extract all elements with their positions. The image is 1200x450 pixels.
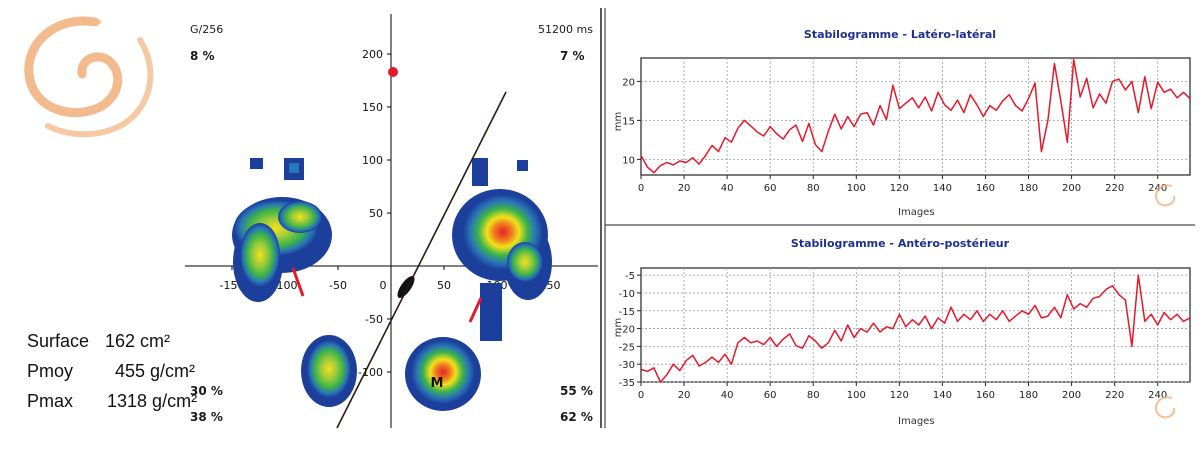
gain-label: G/256 — [190, 23, 224, 36]
right-toe-blob — [517, 160, 528, 171]
x-tick-label: 140 — [933, 183, 952, 194]
surface-stat: Surface 162 cm² — [17, 310, 170, 352]
center-of-pressure-ellipse — [397, 275, 415, 299]
x-tick-label: 120 — [890, 390, 909, 401]
x-tick-label: 200 — [1062, 390, 1081, 401]
quadrant-bottom-right-lower-pct: 62 % — [560, 410, 593, 424]
x-tick-label: 180 — [1019, 183, 1038, 194]
x-tick-label: 160 — [976, 183, 995, 194]
foot-map-y-tick-label: -50 — [365, 313, 383, 326]
pmoy-stat: Pmoy 455 g/cm² — [17, 340, 195, 382]
right-toe-blob — [472, 158, 488, 186]
x-tick-label: 60 — [764, 390, 777, 401]
quadrant-bottom-left-upper-pct: 30 % — [190, 384, 223, 398]
x-tick-label: 60 — [764, 183, 777, 194]
right-foot-axis-marker — [468, 297, 483, 323]
left-toe-blob — [289, 163, 299, 173]
chart-ap-title: Stabilogramme - Antéro-postérieur — [790, 237, 1010, 250]
chart-anteroposterior: 0 20 40 60 80 100 120 140 160 180 200 220 240 -5 -10 -1… — [619, 267, 1191, 401]
y-tick-label: 10 — [622, 155, 635, 166]
y-tick-label: 20 — [622, 77, 635, 88]
chart-lateral: 0 20 40 60 80 100 120 140 160 180 200 220 240 10 15 20 — [622, 57, 1191, 194]
x-tick-label: 100 — [847, 183, 866, 194]
y-tick-label: -30 — [619, 360, 635, 371]
reference-point — [388, 67, 398, 77]
x-tick-label: 240 — [1148, 183, 1167, 194]
x-tick-label: 0 — [638, 390, 644, 401]
x-tick-label: 40 — [721, 183, 734, 194]
quadrant-top-right-pct: 7 % — [560, 49, 585, 63]
foot-map-y-tick-label: 150 — [362, 101, 383, 114]
surface-value: 162 cm² — [105, 331, 171, 351]
chart-lateral-title: Stabilogramme - Latéro-latéral — [803, 28, 997, 41]
x-tick-label: 240 — [1148, 390, 1167, 401]
foot-map-x-tick-label: -50 — [329, 279, 347, 292]
left-heel-blob — [301, 335, 357, 407]
foot-map-x-tick-label: 0 — [380, 279, 387, 292]
foot-map-y-tick-label: 100 — [362, 154, 383, 167]
company-logo — [24, 16, 154, 138]
plot-area — [640, 57, 1191, 176]
x-tick-label: 200 — [1062, 183, 1081, 194]
pmoy-value: 455 g/cm² — [115, 361, 196, 381]
x-tick-label: 140 — [933, 390, 952, 401]
left-foot-axis-marker — [291, 267, 305, 297]
pmoy-label: Pmoy — [27, 361, 74, 381]
x-tick-label: 20 — [678, 183, 691, 194]
foot-map-x-tick-label: 50 — [437, 279, 451, 292]
y-tick-label: -10 — [619, 289, 635, 300]
chart-ap-xlabel: Images — [898, 416, 935, 427]
y-tick-label: -20 — [619, 325, 635, 336]
x-tick-label: 160 — [976, 390, 995, 401]
pmax-value: 1318 g/cm² — [107, 391, 198, 411]
x-tick-label: 0 — [638, 183, 644, 194]
pmax-label: Pmax — [27, 391, 74, 411]
right-midfoot-blob — [480, 283, 502, 341]
foot-alignment-line — [336, 91, 507, 429]
plot-area — [640, 267, 1191, 383]
quadrant-bottom-right-upper-pct: 55 % — [560, 384, 593, 398]
right-forefoot-blob — [452, 189, 552, 300]
duration-label: 51200 ms — [538, 23, 593, 36]
y-tick-label: -15 — [619, 307, 635, 318]
surface-label: Surface — [27, 331, 90, 351]
x-tick-label: 80 — [807, 183, 820, 194]
x-tick-label: 120 — [890, 183, 909, 194]
x-tick-label: 220 — [1105, 390, 1124, 401]
y-tick-label: -35 — [619, 378, 635, 389]
x-tick-label: 100 — [847, 390, 866, 401]
quadrant-top-left-pct: 8 % — [190, 49, 215, 63]
quadrant-bottom-left-lower-pct: 38 % — [190, 410, 223, 424]
x-tick-label: 80 — [807, 390, 820, 401]
chart-lateral-ylabel: mm — [613, 111, 625, 132]
foot-map-y-tick-label: 200 — [362, 48, 383, 61]
y-tick-label: -5 — [625, 271, 635, 282]
x-tick-label: 180 — [1019, 390, 1038, 401]
x-tick-label: 40 — [721, 390, 734, 401]
chart-lateral-xlabel: Images — [898, 207, 935, 218]
y-tick-label: 15 — [622, 116, 635, 127]
x-tick-label: 20 — [678, 390, 691, 401]
pmax-stat: Pmax 1318 g/cm² — [17, 370, 197, 412]
chart-ap-ylabel: mm — [613, 317, 625, 338]
foot-map-y-tick-label: -100 — [358, 366, 383, 379]
series-line — [640, 58, 1191, 174]
left-toe-blob — [250, 158, 263, 169]
left-forefoot-blob — [232, 197, 332, 302]
foot-map-y-tick-label: 50 — [369, 207, 383, 220]
small-logo-icon — [1154, 184, 1176, 419]
x-tick-label: 220 — [1105, 183, 1124, 194]
series-line — [640, 274, 1191, 383]
center-marker-label: M — [431, 376, 444, 391]
right-heel-blob — [405, 337, 481, 411]
y-tick-label: -25 — [619, 342, 635, 353]
pressure-heatmap: M — [232, 67, 552, 429]
